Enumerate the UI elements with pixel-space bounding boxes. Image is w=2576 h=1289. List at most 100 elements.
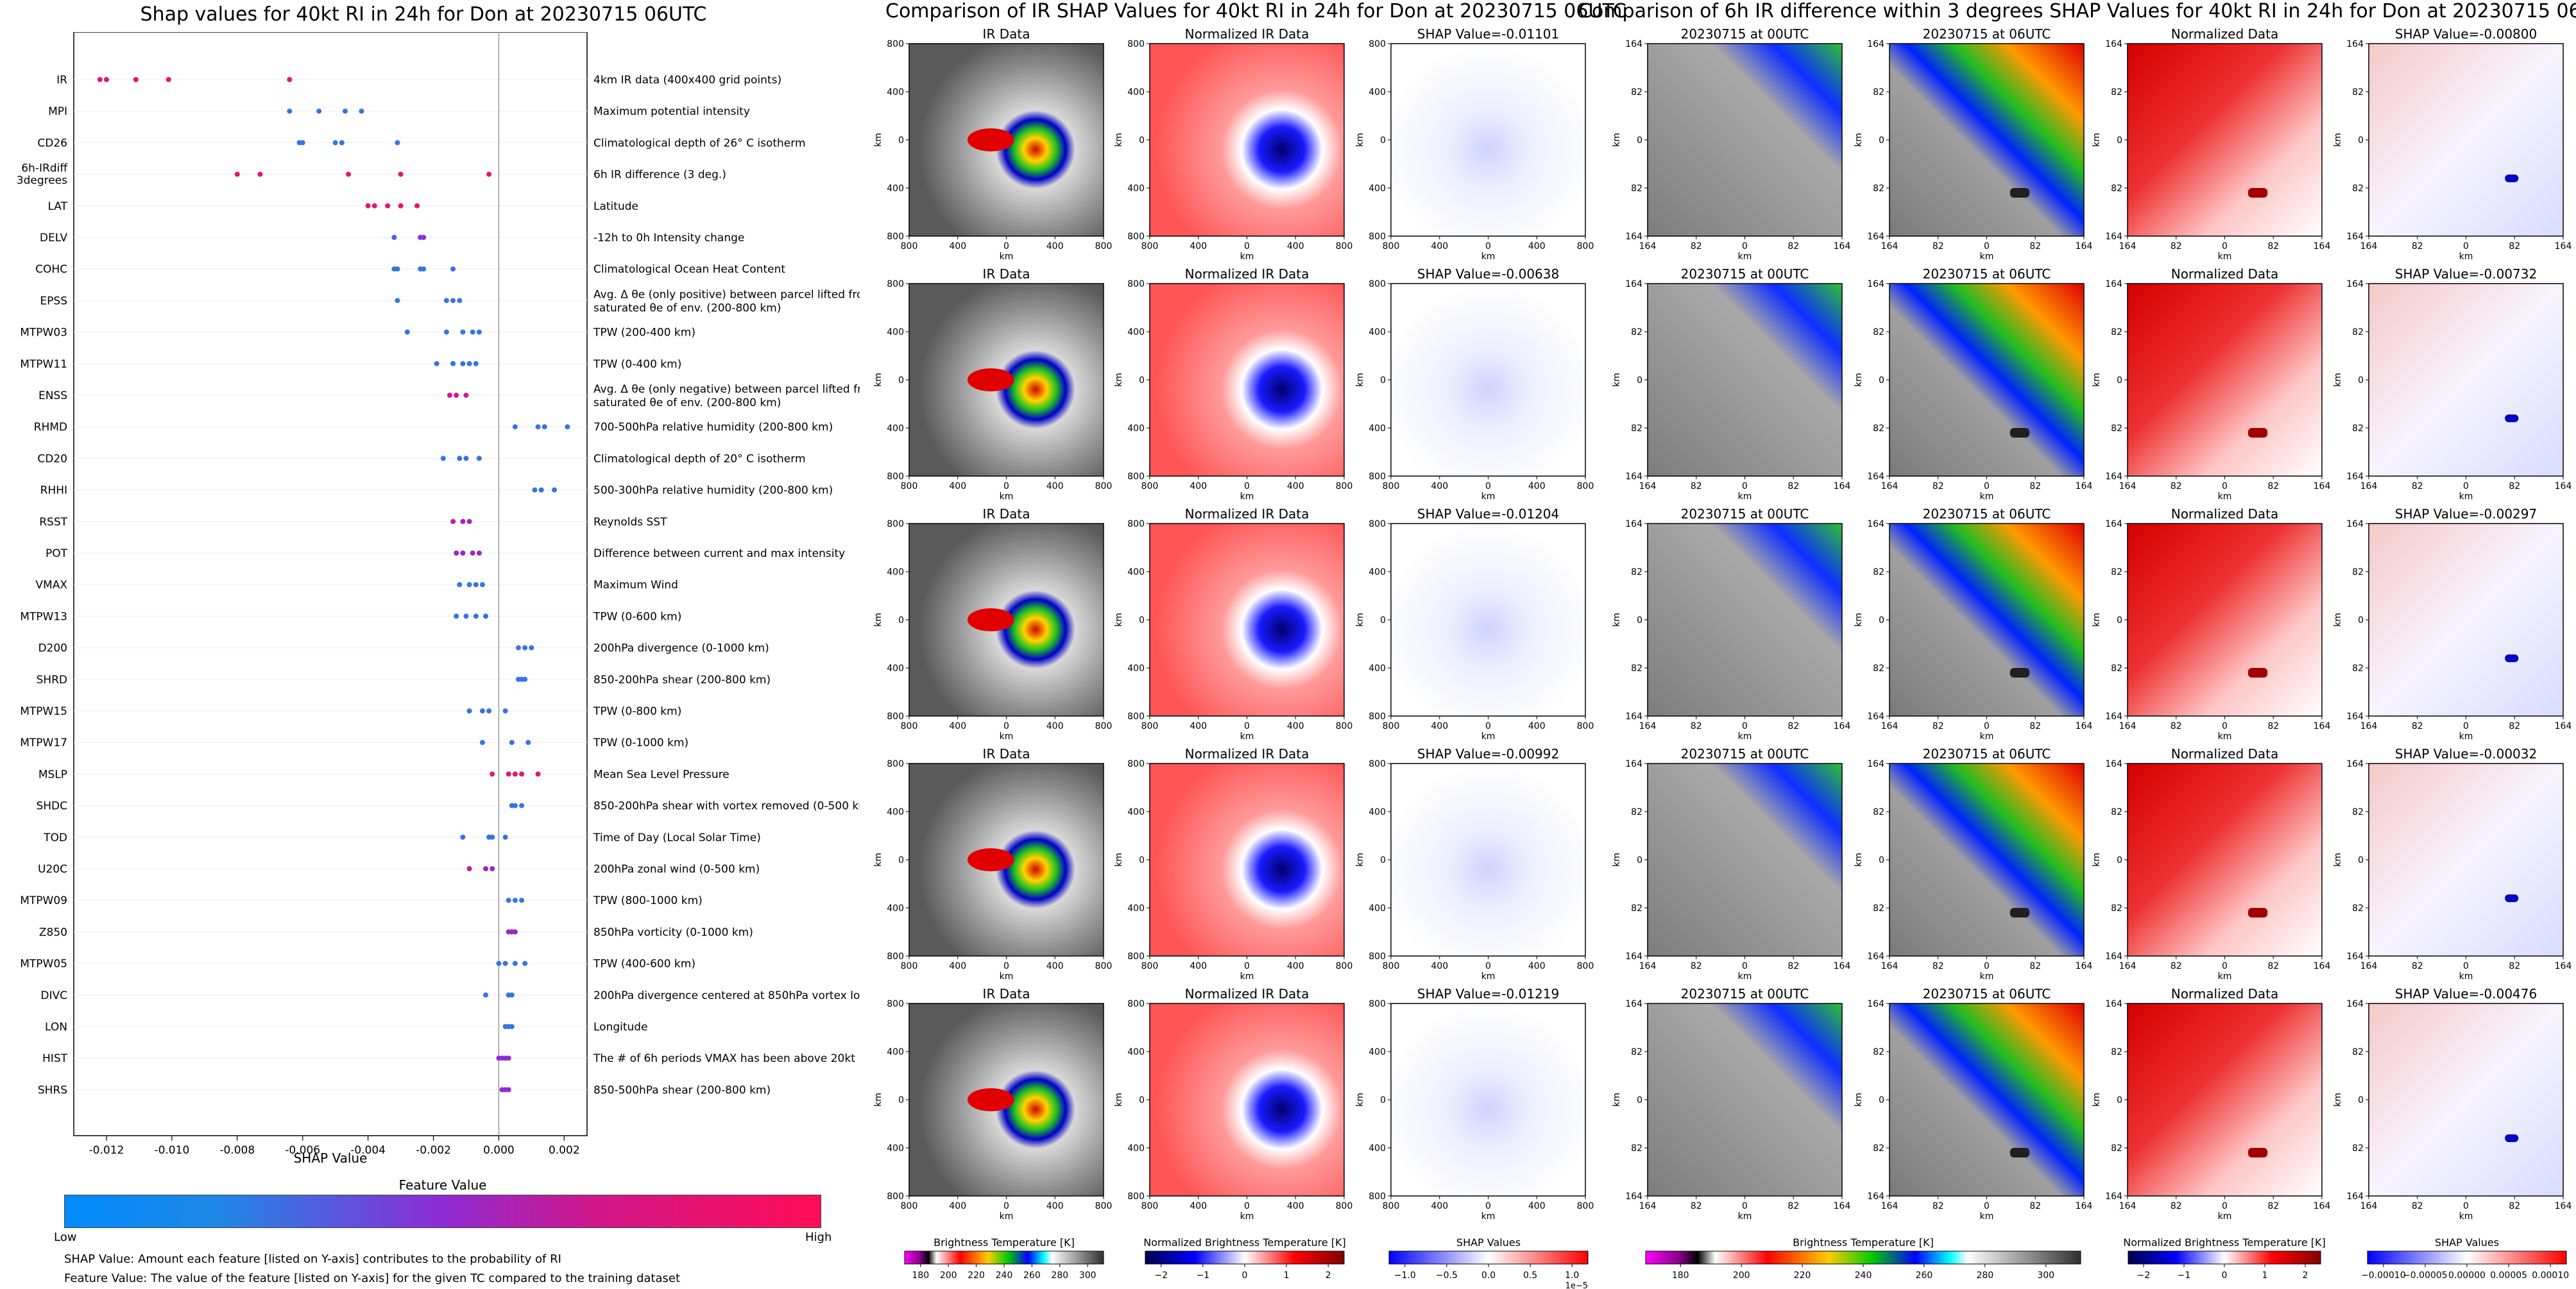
y-tick-label: 400 bbox=[1127, 184, 1145, 194]
colorbar: Brightness Temperature [K] 180 200 220 240 26… bbox=[904, 1236, 1104, 1281]
right-chart-title: Comparison of 6h IR difference within 3 … bbox=[1578, 0, 2576, 22]
x-tick-label: 164 bbox=[1881, 241, 1898, 252]
y-tick-label: 0 bbox=[1380, 855, 1386, 866]
colorbar-tick-label: 0.00010 bbox=[2532, 1270, 2569, 1281]
x-tick-label: 0 bbox=[1485, 721, 1491, 731]
x-tick-label: 164 bbox=[1639, 241, 1657, 252]
y-tick-label: 0 bbox=[1139, 615, 1145, 626]
x-tick-label: 0 bbox=[1003, 721, 1009, 731]
y-tick-label: 164 bbox=[1625, 519, 1642, 529]
storm-core bbox=[2009, 668, 2030, 678]
y-axis-label: km bbox=[1114, 1093, 1124, 1107]
shap-point bbox=[463, 393, 469, 398]
shap-point bbox=[434, 361, 439, 366]
y-tick-label: 164 bbox=[1867, 1191, 1884, 1202]
shap-point bbox=[502, 708, 508, 713]
panel-title: Normalized Data bbox=[2171, 746, 2279, 762]
x-tick-label: 82 bbox=[2267, 241, 2279, 252]
x-axis-label: km bbox=[1000, 252, 1014, 262]
shap-point bbox=[332, 140, 338, 146]
storm-core bbox=[2248, 668, 2268, 678]
x-tick-label: 400 bbox=[1528, 241, 1546, 252]
panel-title: SHAP Value=-0.00476 bbox=[2395, 986, 2537, 1002]
x-tick-label: 164 bbox=[2314, 961, 2331, 971]
shap-point bbox=[450, 266, 456, 272]
y-axis-label: km bbox=[2333, 613, 2343, 627]
y-tick-label: 82 bbox=[1631, 663, 1642, 674]
shap-point bbox=[421, 266, 427, 272]
x-tick-label: 164 bbox=[2555, 961, 2572, 971]
x-tick-label: 800 bbox=[1095, 241, 1113, 252]
shap-point bbox=[103, 77, 109, 82]
y-tick-label: 0 bbox=[2117, 855, 2122, 866]
y-tick-label: 0 bbox=[1380, 135, 1386, 146]
x-axis-label: km bbox=[1980, 971, 1994, 982]
y-tick-label: 82 bbox=[2111, 1143, 2122, 1154]
x-tick-label: 0 bbox=[2463, 1201, 2469, 1211]
y-tick-label: 164 bbox=[2105, 519, 2122, 529]
shap-point bbox=[421, 235, 427, 240]
y-axis-label: km bbox=[873, 853, 883, 867]
y-tick-label: 82 bbox=[2352, 807, 2364, 817]
x-tick-label: 0 bbox=[1984, 481, 1990, 491]
y-axis-label: km bbox=[1612, 373, 1622, 387]
x-tick-label: 800 bbox=[901, 961, 918, 971]
feature-note: Feature Value: The value of the feature … bbox=[64, 1272, 681, 1285]
y-tick-label: 164 bbox=[2346, 39, 2364, 49]
x-tick-label: 400 bbox=[1190, 961, 1207, 971]
storm-core bbox=[2248, 188, 2268, 198]
shap-point bbox=[506, 1055, 511, 1061]
y-tick-label: 0 bbox=[898, 615, 904, 626]
y-tick-label: 164 bbox=[2346, 712, 2364, 722]
x-tick-label: 800 bbox=[1577, 1201, 1594, 1211]
y-tick-label: 164 bbox=[2346, 1191, 2364, 1202]
feature-label: MTPW09 bbox=[20, 894, 67, 907]
x-tick-label: 400 bbox=[1528, 961, 1546, 971]
x-axis-label: km bbox=[2459, 731, 2473, 742]
x-tick-label: 400 bbox=[1046, 481, 1064, 491]
y-tick-label: 0 bbox=[1879, 135, 1884, 146]
y-tick-label: 400 bbox=[1369, 327, 1386, 337]
x-axis-label: km bbox=[2218, 252, 2232, 262]
x-tick-label: 164 bbox=[2555, 481, 2572, 491]
y-tick-label: 400 bbox=[1127, 567, 1145, 577]
y-tick-label: 0 bbox=[2358, 375, 2364, 386]
y-tick-label: 82 bbox=[2111, 567, 2122, 577]
feature-description: TPW (0-800 km) bbox=[593, 705, 681, 718]
panel-image bbox=[1648, 44, 1842, 236]
y-tick-label: 800 bbox=[1127, 39, 1145, 49]
colorbar: Brightness Temperature [K] 180 200 220 240 26… bbox=[1645, 1236, 2081, 1281]
panel-title: SHAP Value=-0.01204 bbox=[1417, 506, 1559, 522]
x-axis-label: km bbox=[2218, 1211, 2232, 1222]
feature-label: LON bbox=[45, 1021, 67, 1034]
shap-point bbox=[535, 771, 541, 777]
colorbar-gradient bbox=[904, 1251, 1104, 1265]
panel-title: IR Data bbox=[983, 746, 1030, 762]
shap-point bbox=[398, 171, 404, 177]
feature-description: Climatological depth of 20° C isotherm bbox=[593, 452, 806, 465]
feature-label: MTPW05 bbox=[20, 958, 67, 971]
shap-point bbox=[166, 77, 171, 82]
x-tick-label: 400 bbox=[1431, 241, 1448, 252]
y-axis-label: km bbox=[873, 133, 883, 147]
feature-label: SHDC bbox=[36, 800, 67, 813]
x-tick-label: 400 bbox=[1046, 961, 1064, 971]
shap-point bbox=[473, 613, 479, 619]
x-tick-label: 164 bbox=[2119, 721, 2137, 731]
y-tick-label: 82 bbox=[1631, 184, 1642, 194]
x-tick-label: 800 bbox=[1095, 1201, 1113, 1211]
y-tick-label: 164 bbox=[1867, 279, 1884, 289]
x-tick-label: 82 bbox=[1691, 1201, 1702, 1211]
y-tick-label: 0 bbox=[1139, 135, 1145, 146]
panel-title: 20230715 at 06UTC bbox=[1923, 506, 2051, 522]
colorbar-tick-label: 220 bbox=[968, 1270, 985, 1281]
y-tick-label: 0 bbox=[898, 855, 904, 866]
storm-core bbox=[967, 848, 1014, 871]
feature-description: Maximum potential intensity bbox=[593, 105, 750, 118]
x-tick-label: 0 bbox=[1485, 241, 1491, 252]
